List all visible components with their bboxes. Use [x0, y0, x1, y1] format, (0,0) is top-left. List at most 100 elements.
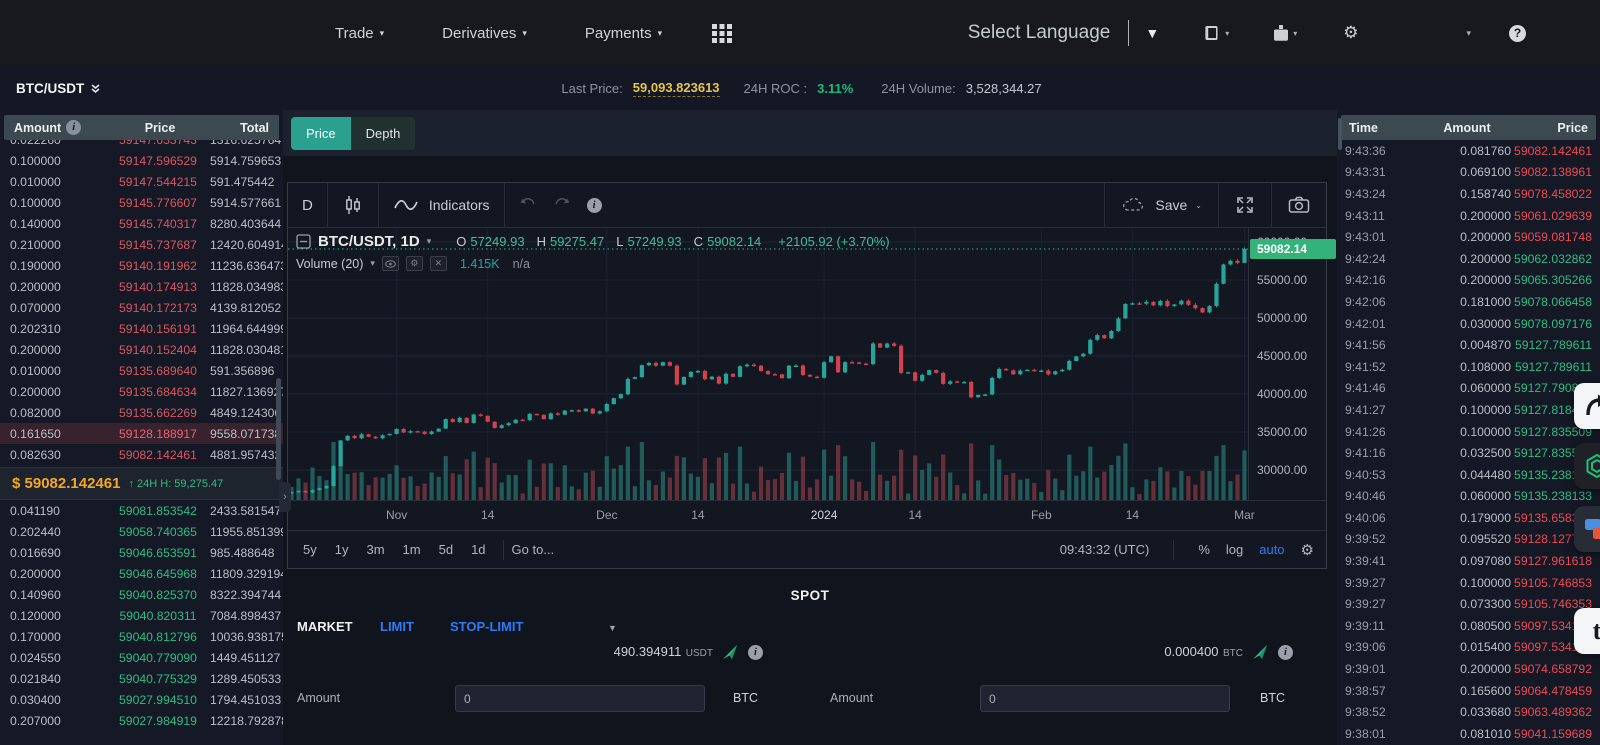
trade-row[interactable]: 9:42:01 0.030000 59078.097176	[1337, 313, 1600, 335]
apps-grid-icon[interactable]	[710, 21, 734, 45]
chart-settings-gear-icon[interactable]: ⚙	[1300, 541, 1314, 559]
trade-row[interactable]: 9:39:27 0.073300 59105.746353	[1337, 593, 1600, 615]
trade-row[interactable]: 9:43:01 0.200000 59059.081748	[1337, 226, 1600, 248]
nav-item-trade[interactable]: Trade ▾	[335, 25, 384, 42]
bid-row[interactable]: 0.041190 59081.853542 2433.581547	[0, 500, 283, 521]
chart-style-button[interactable]	[328, 183, 379, 227]
trade-row[interactable]: 9:40:53 0.044480 59135.238133	[1337, 464, 1600, 486]
price-chart[interactable]: BTC/USDT, 1D ▾ O 57249.93 H 59275.47 L 57249.…	[288, 228, 1248, 500]
ask-row[interactable]: 0.010000 59147.544215 591.475442	[0, 171, 283, 192]
more-dropdown-icon[interactable]: ▾	[1466, 27, 1471, 38]
legend-symbol[interactable]: BTC/USDT, 1D	[318, 233, 420, 250]
trade-row[interactable]: 9:38:57 0.165600 59064.478459	[1337, 680, 1600, 702]
trade-row[interactable]: 9:43:24 0.158740 59078.458022	[1337, 183, 1600, 205]
auto-scale-button[interactable]: auto	[1259, 542, 1285, 557]
range-5d[interactable]: 5d	[438, 542, 454, 557]
trade-row[interactable]: 9:39:27 0.100000 59105.746853	[1337, 572, 1600, 594]
indicators-button[interactable]: Indicators	[379, 183, 505, 227]
trade-row[interactable]: 9:41:16 0.032500 59127.835509	[1337, 442, 1600, 464]
chatgpt-overlay-button[interactable]	[1574, 443, 1600, 489]
buy-amount-input[interactable]	[455, 685, 705, 712]
volume-indicator-label[interactable]: Volume (20)	[296, 256, 364, 271]
tab-depth[interactable]: Depth	[350, 116, 416, 150]
volume-remove-icon[interactable]: ✕	[429, 256, 447, 271]
trade-row[interactable]: 9:39:11 0.080500 59097.534128	[1337, 615, 1600, 637]
trade-row[interactable]: 9:40:06 0.179000 59135.658392	[1337, 507, 1600, 529]
ask-row[interactable]: 0.070000 59140.172173 4139.812052	[0, 297, 283, 318]
info-icon[interactable]: i	[586, 197, 602, 213]
trade-row[interactable]: 9:42:24 0.200000 59062.032862	[1337, 248, 1600, 270]
ask-row[interactable]: 0.200000 59135.684634 11827.136927	[0, 381, 283, 402]
trade-row[interactable]: 9:42:16 0.200000 59065.305266	[1337, 270, 1600, 292]
trade-row[interactable]: 9:41:26 0.100000 59127.835509	[1337, 421, 1600, 443]
transfer-icon[interactable]	[722, 644, 739, 661]
tab-stop-limit[interactable]: STOP-LIMIT	[450, 619, 524, 634]
nav-item-payments[interactable]: Payments ▾	[585, 25, 662, 42]
info-icon[interactable]: i	[66, 120, 82, 135]
trade-row[interactable]: 9:39:41 0.097080 59127.961618	[1337, 550, 1600, 572]
bid-row[interactable]: 0.030400 59027.994510 1794.451033	[0, 689, 283, 710]
pair-selector[interactable]: BTC/USDT	[0, 81, 283, 96]
volume-settings-icon[interactable]: ⚙	[405, 256, 423, 271]
bid-row[interactable]: 0.120000 59040.820311 7084.898437	[0, 605, 283, 626]
transfer-icon[interactable]	[1252, 644, 1269, 661]
ask-row[interactable]: 0.200000 59140.152404 11828.030481	[0, 339, 283, 360]
tab-market[interactable]: MARKET	[297, 619, 353, 634]
language-dropdown-icon[interactable]: ▼	[1145, 25, 1160, 41]
bid-row[interactable]: 0.207000 59027.984919 12218.792878	[0, 710, 283, 731]
undo-icon[interactable]	[519, 196, 537, 215]
trades-scrollbar[interactable]	[1338, 118, 1342, 150]
trade-row[interactable]: 9:40:46 0.060000 59135.238133	[1337, 486, 1600, 508]
time-axis[interactable]: Nov 14 Dec 14 2024 14 Feb 14 Mar	[288, 500, 1326, 530]
trade-row[interactable]: 9:41:27 0.100000 59127.818421	[1337, 399, 1600, 421]
ask-row[interactable]: 0.161650 59128.188917 9558.071738	[0, 423, 283, 444]
translate-overlay-button[interactable]	[1574, 506, 1600, 552]
ask-row[interactable]: 0.02226059147.6337431316.625764	[0, 140, 283, 150]
bid-row[interactable]: 0.016690 59046.653591 985.488648	[0, 542, 283, 563]
panel-collapse-handle[interactable]: ›	[279, 482, 291, 512]
tab-limit[interactable]: LIMIT	[380, 619, 414, 634]
sell-amount-input[interactable]	[980, 685, 1230, 712]
bid-row[interactable]: 0.021840 59040.775329 1289.450533	[0, 668, 283, 689]
info-icon[interactable]: i	[748, 644, 763, 660]
range-3m[interactable]: 3m	[366, 542, 385, 557]
tumblr-overlay-button[interactable]: t	[1574, 608, 1600, 654]
ask-row[interactable]: 0.200000 59140.174913 11828.034983	[0, 276, 283, 297]
interval-button[interactable]: D	[288, 183, 328, 227]
ask-row[interactable]: 0.210000 59145.737687 12420.604914	[0, 234, 283, 255]
order-type-dropdown-icon[interactable]: ▼	[608, 623, 617, 633]
screenshot-camera-button[interactable]	[1271, 183, 1326, 227]
trade-row[interactable]: 9:43:11 0.200000 59061.029639	[1337, 205, 1600, 227]
language-selector[interactable]: Select Language	[967, 22, 1111, 43]
bid-row[interactable]: 0.024550 59040.779090 1449.451127	[0, 647, 283, 668]
trade-row[interactable]: 9:41:52 0.108000 59127.789611	[1337, 356, 1600, 378]
bid-row[interactable]: 0.140960 59040.825370 8322.394744	[0, 584, 283, 605]
orderbook-scrollbar[interactable]	[276, 378, 281, 480]
goto-button[interactable]: Go to...	[511, 542, 555, 557]
trade-row[interactable]: 9:43:36 0.081760 59082.142461	[1337, 140, 1600, 162]
info-icon[interactable]: i	[1278, 644, 1293, 660]
ask-row[interactable]: 0.082630 59082.142461 4881.957432	[0, 444, 283, 465]
settings-gear-icon[interactable]: ⚙	[1343, 23, 1359, 42]
price-axis[interactable]: 60000.0055000.0050000.0045000.0040000.00…	[1248, 228, 1340, 500]
log-scale-button[interactable]: log	[1225, 542, 1244, 557]
redo-icon[interactable]	[553, 196, 571, 215]
ask-row[interactable]: 0.140000 59145.740317 8280.403644	[0, 213, 283, 234]
trade-row[interactable]: 9:39:06 0.015400 59097.534128	[1337, 637, 1600, 659]
symbol-menu-icon[interactable]	[296, 234, 311, 249]
ask-row[interactable]: 0.202310 59140.156191 11964.644999	[0, 318, 283, 339]
percent-scale-button[interactable]: %	[1198, 542, 1210, 557]
ask-row[interactable]: 0.100000 59145.776607 5914.577661	[0, 192, 283, 213]
nav-item-derivatives[interactable]: Derivatives ▾	[442, 25, 527, 42]
orders-book-icon[interactable]: ▾	[1203, 24, 1229, 42]
trade-row[interactable]: 9:39:01 0.200000 59074.658792	[1337, 658, 1600, 680]
trade-row[interactable]: 9:42:06 0.181000 59078.066458	[1337, 291, 1600, 313]
range-1m[interactable]: 1m	[402, 542, 421, 557]
ask-row[interactable]: 0.010000 59135.689640 591.356896	[0, 360, 283, 381]
trade-row[interactable]: 9:41:46 0.060000 59127.790831	[1337, 378, 1600, 400]
trade-row[interactable]: 9:43:31 0.069100 59082.138961	[1337, 162, 1600, 184]
wallet-icon[interactable]: ▾	[1273, 24, 1297, 42]
ask-row[interactable]: 0.190000 59140.191962 11236.636473	[0, 255, 283, 276]
trade-row[interactable]: 9:38:52 0.033680 59063.489362	[1337, 701, 1600, 723]
range-1y[interactable]: 1y	[334, 542, 349, 557]
